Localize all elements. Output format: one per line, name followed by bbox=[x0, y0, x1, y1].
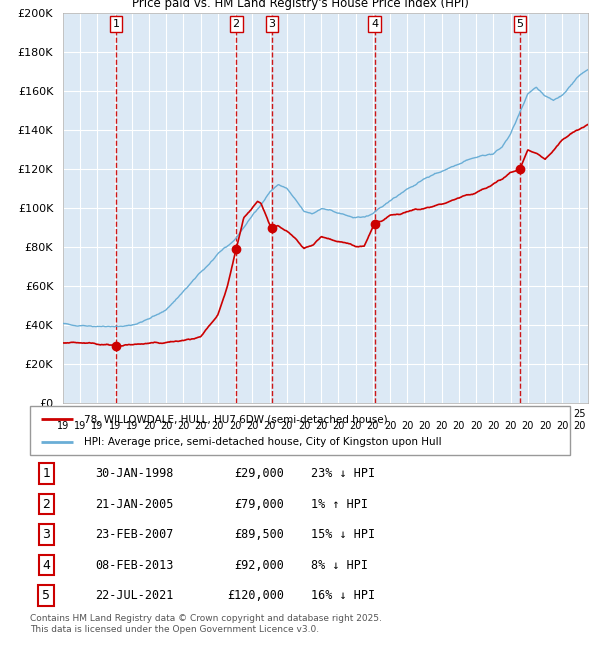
Text: £92,000: £92,000 bbox=[234, 559, 284, 572]
Text: 20: 20 bbox=[194, 421, 207, 431]
Text: 20: 20 bbox=[470, 421, 482, 431]
Text: 20: 20 bbox=[263, 421, 276, 431]
Text: 21-JAN-2005: 21-JAN-2005 bbox=[95, 498, 173, 511]
Text: 20: 20 bbox=[143, 421, 155, 431]
Text: 5: 5 bbox=[517, 19, 524, 29]
Text: 23-FEB-2007: 23-FEB-2007 bbox=[95, 528, 173, 541]
Text: 22-JUL-2021: 22-JUL-2021 bbox=[95, 589, 173, 602]
Text: 19: 19 bbox=[91, 421, 104, 431]
Text: 20: 20 bbox=[487, 421, 500, 431]
Text: 20: 20 bbox=[505, 421, 517, 431]
Text: 20: 20 bbox=[367, 421, 379, 431]
Text: 08-FEB-2013: 08-FEB-2013 bbox=[95, 559, 173, 572]
Text: 16% ↓ HPI: 16% ↓ HPI bbox=[311, 589, 375, 602]
Text: 2: 2 bbox=[42, 498, 50, 511]
Text: 20: 20 bbox=[246, 421, 259, 431]
Text: 20: 20 bbox=[229, 421, 241, 431]
Text: 15% ↓ HPI: 15% ↓ HPI bbox=[311, 528, 375, 541]
Text: 3: 3 bbox=[42, 528, 50, 541]
Text: 1% ↑ HPI: 1% ↑ HPI bbox=[311, 498, 368, 511]
Text: 20: 20 bbox=[160, 421, 172, 431]
Text: 20: 20 bbox=[539, 421, 551, 431]
Text: 20: 20 bbox=[349, 421, 362, 431]
Text: 5: 5 bbox=[42, 589, 50, 602]
Text: 20: 20 bbox=[281, 421, 293, 431]
Text: 20: 20 bbox=[401, 421, 413, 431]
Text: 4: 4 bbox=[371, 19, 378, 29]
Text: 23% ↓ HPI: 23% ↓ HPI bbox=[311, 467, 375, 480]
Text: 1: 1 bbox=[42, 467, 50, 480]
Text: Contains HM Land Registry data © Crown copyright and database right 2025.
This d: Contains HM Land Registry data © Crown c… bbox=[30, 614, 382, 634]
Text: 20: 20 bbox=[384, 421, 396, 431]
Text: 20: 20 bbox=[298, 421, 310, 431]
Text: 1: 1 bbox=[113, 19, 119, 29]
Text: 8% ↓ HPI: 8% ↓ HPI bbox=[311, 559, 368, 572]
Text: 20: 20 bbox=[556, 421, 568, 431]
Text: 19: 19 bbox=[74, 421, 86, 431]
Text: £89,500: £89,500 bbox=[234, 528, 284, 541]
Text: 20: 20 bbox=[332, 421, 344, 431]
Text: HPI: Average price, semi-detached house, City of Kingston upon Hull: HPI: Average price, semi-detached house,… bbox=[84, 437, 442, 447]
Text: 3: 3 bbox=[268, 19, 275, 29]
Text: 20: 20 bbox=[178, 421, 190, 431]
Text: £120,000: £120,000 bbox=[227, 589, 284, 602]
Text: £29,000: £29,000 bbox=[234, 467, 284, 480]
Text: 20: 20 bbox=[418, 421, 431, 431]
Text: 20: 20 bbox=[436, 421, 448, 431]
Text: 20: 20 bbox=[573, 421, 586, 431]
Text: 20: 20 bbox=[521, 421, 534, 431]
Text: 19: 19 bbox=[57, 421, 69, 431]
Text: 20: 20 bbox=[212, 421, 224, 431]
Text: 30-JAN-1998: 30-JAN-1998 bbox=[95, 467, 173, 480]
Text: 78, WILLOWDALE, HULL, HU7 6DW (semi-detached house): 78, WILLOWDALE, HULL, HU7 6DW (semi-deta… bbox=[84, 415, 388, 424]
Text: 19: 19 bbox=[126, 421, 138, 431]
Text: 20: 20 bbox=[315, 421, 328, 431]
Text: 19: 19 bbox=[109, 421, 121, 431]
Text: £79,000: £79,000 bbox=[234, 498, 284, 511]
Text: 20: 20 bbox=[453, 421, 465, 431]
Text: 2: 2 bbox=[233, 19, 240, 29]
Text: 4: 4 bbox=[42, 559, 50, 572]
FancyBboxPatch shape bbox=[30, 406, 570, 455]
Text: Price paid vs. HM Land Registry's House Price Index (HPI): Price paid vs. HM Land Registry's House … bbox=[131, 0, 469, 10]
